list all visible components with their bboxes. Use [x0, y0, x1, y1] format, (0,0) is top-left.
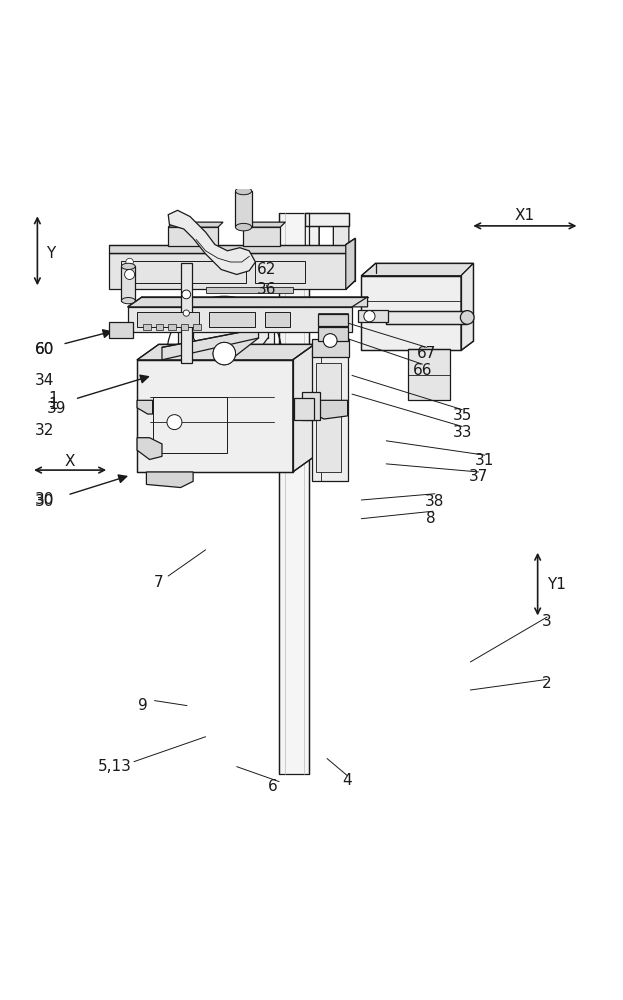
Text: 39: 39: [46, 401, 66, 416]
Circle shape: [213, 342, 235, 365]
Text: Y: Y: [47, 246, 55, 261]
Circle shape: [125, 269, 135, 279]
Text: 60: 60: [35, 342, 55, 357]
Bar: [193, 346, 255, 361]
Text: 66: 66: [412, 363, 432, 378]
Polygon shape: [312, 400, 348, 419]
Bar: [193, 324, 201, 330]
Text: 9: 9: [138, 698, 148, 713]
Polygon shape: [305, 226, 319, 266]
Text: 36: 36: [257, 282, 277, 297]
Polygon shape: [293, 344, 315, 472]
Bar: [153, 397, 227, 453]
Ellipse shape: [235, 187, 252, 195]
Bar: [279, 213, 309, 774]
Polygon shape: [361, 263, 473, 276]
Polygon shape: [168, 222, 223, 227]
Polygon shape: [137, 360, 293, 472]
Polygon shape: [346, 238, 355, 289]
Ellipse shape: [121, 263, 135, 269]
Bar: [386, 311, 467, 324]
Text: 62: 62: [257, 262, 277, 277]
Text: 2: 2: [542, 676, 552, 691]
Bar: [181, 263, 192, 363]
Circle shape: [323, 334, 337, 347]
Polygon shape: [318, 263, 349, 276]
Text: 30: 30: [35, 494, 55, 509]
Bar: [312, 350, 348, 481]
Circle shape: [364, 311, 375, 322]
Ellipse shape: [235, 223, 252, 231]
Text: Y1: Y1: [547, 577, 566, 592]
Text: 1: 1: [48, 391, 58, 406]
Polygon shape: [178, 313, 274, 403]
Circle shape: [126, 258, 133, 266]
Polygon shape: [243, 222, 285, 227]
Ellipse shape: [121, 298, 135, 304]
Text: 33: 33: [452, 425, 472, 440]
Bar: [265, 312, 290, 327]
Bar: [109, 322, 133, 338]
Text: X1: X1: [515, 208, 535, 223]
Text: 6: 6: [268, 779, 278, 794]
Text: 4: 4: [342, 773, 352, 788]
Text: 34: 34: [35, 373, 55, 388]
Circle shape: [183, 310, 189, 316]
Bar: [316, 363, 341, 472]
Text: 32: 32: [35, 423, 55, 438]
Bar: [302, 392, 320, 420]
Polygon shape: [305, 213, 349, 226]
Text: X: X: [65, 454, 75, 469]
Bar: [217, 322, 232, 385]
Bar: [312, 339, 349, 357]
Bar: [294, 398, 314, 420]
Bar: [143, 324, 151, 330]
Bar: [156, 324, 163, 330]
Bar: [209, 312, 255, 327]
Text: 38: 38: [425, 494, 445, 509]
Ellipse shape: [460, 311, 474, 324]
Bar: [168, 324, 176, 330]
Bar: [181, 324, 188, 330]
Bar: [243, 227, 280, 246]
Bar: [128, 307, 352, 332]
Polygon shape: [361, 276, 461, 350]
Bar: [255, 261, 305, 283]
Polygon shape: [137, 344, 315, 360]
Text: 1: 1: [48, 397, 58, 412]
Polygon shape: [146, 472, 193, 488]
Bar: [318, 327, 348, 341]
Bar: [318, 314, 348, 326]
Polygon shape: [109, 245, 346, 253]
Circle shape: [167, 415, 182, 430]
Bar: [121, 261, 246, 283]
Bar: [206, 287, 293, 293]
Circle shape: [213, 342, 235, 365]
Text: 31: 31: [475, 453, 495, 468]
Polygon shape: [162, 329, 259, 360]
Polygon shape: [128, 297, 368, 307]
Bar: [358, 310, 388, 322]
Polygon shape: [333, 226, 349, 266]
Text: 30: 30: [35, 492, 55, 508]
Text: 35: 35: [452, 408, 472, 423]
Bar: [137, 312, 199, 327]
Text: 37: 37: [468, 469, 488, 484]
Text: 5,13: 5,13: [98, 759, 132, 774]
Bar: [408, 349, 450, 400]
Text: 67: 67: [417, 346, 437, 361]
Text: 8: 8: [426, 511, 436, 526]
Polygon shape: [137, 400, 153, 414]
Text: 3: 3: [542, 614, 552, 629]
Text: 7: 7: [154, 575, 164, 590]
Text: 60: 60: [35, 342, 55, 357]
Circle shape: [182, 290, 191, 299]
Bar: [109, 253, 346, 289]
Bar: [235, 191, 252, 227]
Bar: [168, 227, 218, 246]
Bar: [121, 266, 135, 301]
Polygon shape: [137, 438, 162, 460]
Polygon shape: [461, 263, 473, 350]
Polygon shape: [168, 210, 255, 274]
